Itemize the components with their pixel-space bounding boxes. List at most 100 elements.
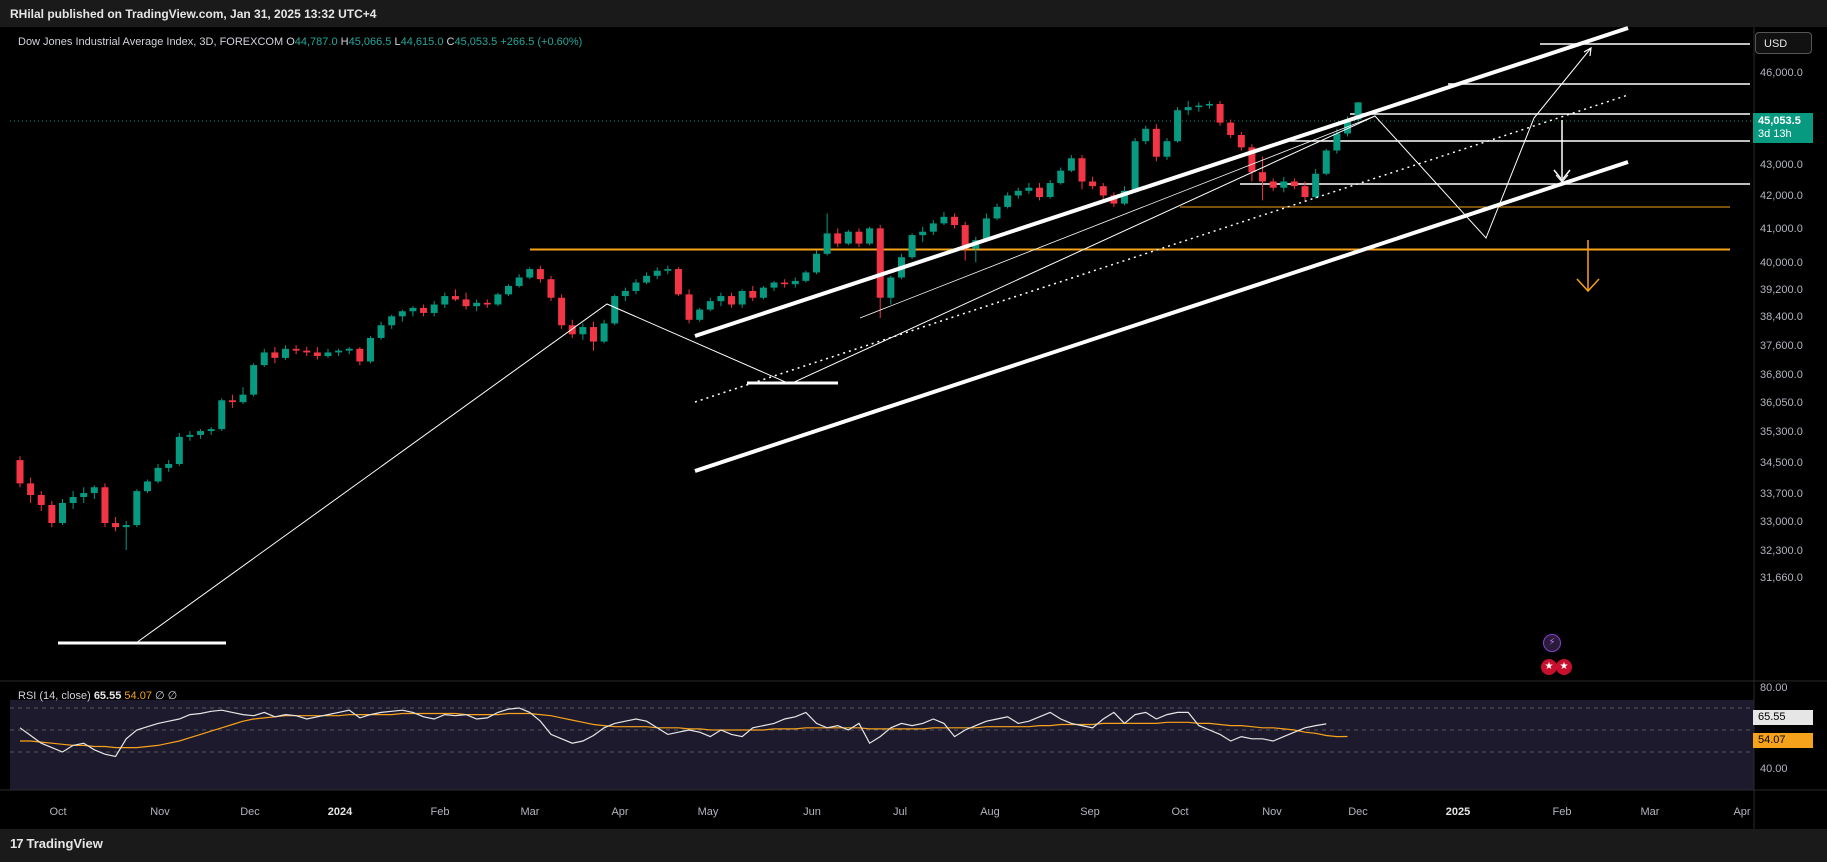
time-tick-label: Nov <box>1262 806 1282 818</box>
rsi-band <box>10 700 1754 790</box>
candle-body <box>1057 170 1065 184</box>
time-tick-label: Aug <box>980 806 1000 818</box>
time-tick-label: Nov <box>150 806 170 818</box>
candle-body <box>483 302 491 305</box>
candle-body <box>674 269 682 295</box>
time-tick-label: Mar <box>1640 806 1660 818</box>
candle-body <box>90 487 98 494</box>
candle-body <box>791 280 799 285</box>
price-tick-label: 42,000.0 <box>1760 190 1803 202</box>
symbol-name[interactable]: Dow Jones Industrial Average Index, 3D, … <box>18 36 284 48</box>
footer-bar: 17 TradingView <box>0 829 1827 862</box>
candle-body <box>1120 190 1128 204</box>
candle-body <box>58 503 66 523</box>
rsi-line <box>19 707 1327 758</box>
candle-body <box>420 307 428 313</box>
rsi-ma-value: 54.07 <box>124 690 152 702</box>
candle-body <box>908 235 916 258</box>
candle-body <box>643 275 651 283</box>
candle-body <box>813 253 820 273</box>
time-tick-label: Feb <box>430 806 450 818</box>
candle-body <box>526 269 534 278</box>
price-tick-label: 38,400.0 <box>1760 311 1803 323</box>
price-tick-label: 40,000.0 <box>1760 257 1803 269</box>
candle-body <box>1301 186 1309 197</box>
candle-body <box>887 277 895 298</box>
candle-body <box>982 218 990 241</box>
currency-button[interactable]: USD <box>1755 32 1812 54</box>
candle-body <box>101 487 109 523</box>
candle-body <box>1174 110 1182 142</box>
candle-body <box>579 327 587 335</box>
candle-body <box>398 311 406 317</box>
candle-body <box>558 297 566 326</box>
candle-body <box>366 337 374 362</box>
candle-body <box>462 299 470 307</box>
candle-body <box>1259 172 1267 182</box>
candle-body <box>844 231 852 244</box>
time-tick-label: Sep <box>1080 806 1100 818</box>
candle-body <box>1025 187 1033 191</box>
us-flag-event-icon-2[interactable]: ★ <box>1556 659 1572 675</box>
top-bar: RHilal published on TradingView.com, Jan… <box>0 0 1827 27</box>
candle-body <box>282 348 289 358</box>
time-tick-label: May <box>697 806 719 818</box>
price-tick-label: 31,660.0 <box>1760 572 1803 584</box>
price-tick-label: 43,000.0 <box>1760 159 1803 171</box>
rsi-value: 65.55 <box>93 690 122 702</box>
candle-body <box>48 505 56 523</box>
candle-body <box>505 285 513 295</box>
candle-body <box>1290 181 1298 187</box>
candle-body <box>653 270 661 276</box>
close-label: C <box>446 36 455 48</box>
rsi-label[interactable]: RSI (14, close) <box>18 690 91 702</box>
candle-body <box>313 352 321 357</box>
candle-body <box>1216 104 1224 123</box>
candle-body <box>228 400 236 403</box>
candle-body <box>388 316 396 326</box>
lightning-event-icon[interactable]: ⚡ <box>1543 634 1561 652</box>
candle-body <box>1195 105 1203 108</box>
tradingview-logo-icon: 17 <box>10 836 24 851</box>
candle-body <box>632 282 640 291</box>
candle-body <box>207 429 215 432</box>
us-flag-event-icon[interactable]: ★ <box>1541 659 1557 675</box>
rsi-legend: RSI (14, close) 65.55 54.07 ∅ ∅ <box>18 689 177 702</box>
price-tick-label: 34,500.0 <box>1760 457 1803 469</box>
time-tick-label: Mar <box>520 806 540 818</box>
price-tick-label: 46,000.0 <box>1760 67 1803 79</box>
candle-body <box>1142 128 1150 142</box>
candle-body <box>494 294 502 305</box>
time-tick-label: Jun <box>803 806 821 818</box>
candle-body <box>855 231 863 244</box>
low-label: L <box>394 36 401 48</box>
time-tick-label: Apr <box>1733 806 1751 818</box>
candle-body <box>802 272 810 281</box>
candle-body <box>1237 135 1245 148</box>
candle-body <box>1205 104 1213 106</box>
candle-body <box>1152 128 1160 157</box>
rsi-ma-tag: 54.07 <box>1753 733 1813 748</box>
time-tick-label: Jul <box>892 806 908 818</box>
candle-body <box>589 327 597 342</box>
candle-body <box>1184 107 1192 111</box>
rsi-extra: ∅ ∅ <box>155 690 178 702</box>
candle-body <box>866 228 874 244</box>
tradingview-logo[interactable]: 17 TradingView <box>10 836 103 851</box>
candle-body <box>133 491 141 526</box>
candle-body <box>292 348 300 351</box>
last-price-tag: 45,053.5 3d 13h <box>1753 113 1813 143</box>
high-value: 45,066.5 <box>348 36 392 48</box>
channel-lower-line <box>694 160 1629 473</box>
candle-body <box>1354 102 1362 120</box>
candle-body <box>27 483 35 495</box>
candle-body <box>1089 181 1097 187</box>
candle-body <box>834 233 842 244</box>
close-value: 45,053.5 <box>454 36 498 48</box>
candle-body <box>706 301 714 310</box>
candle-body <box>451 296 459 300</box>
candle-body <box>738 291 746 305</box>
price-tick-label: 32,300.0 <box>1760 545 1803 557</box>
rsi-ma-line <box>20 712 1348 749</box>
